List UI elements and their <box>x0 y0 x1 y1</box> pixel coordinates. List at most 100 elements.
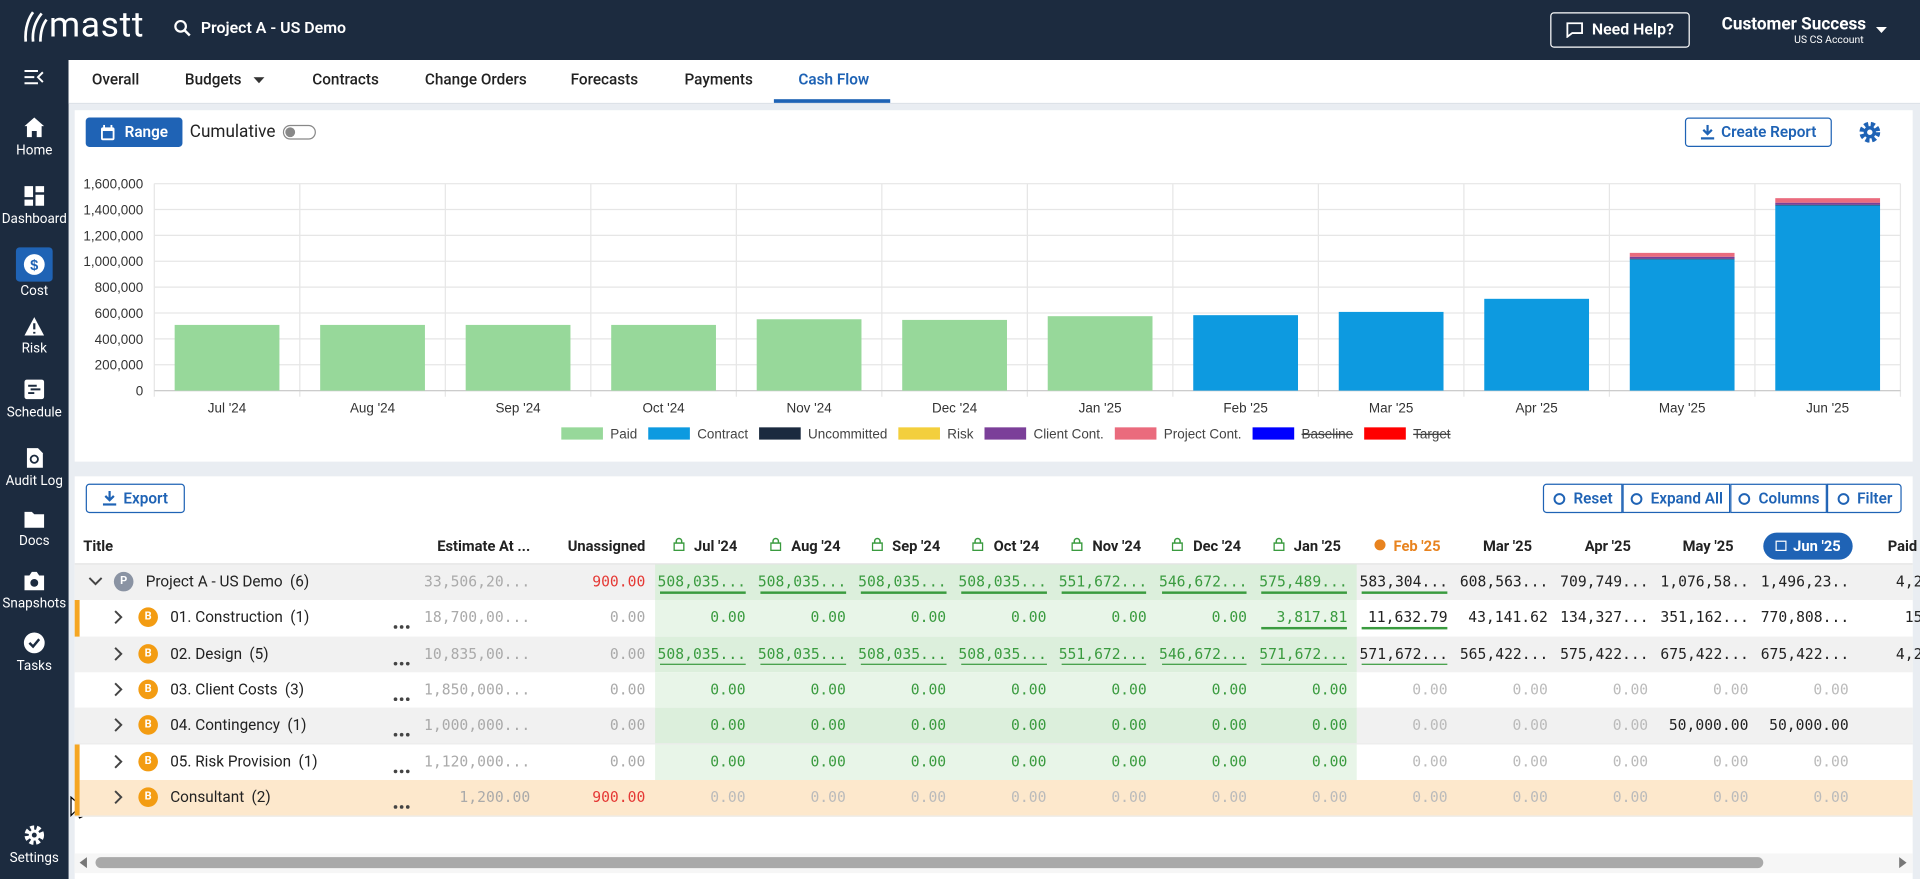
scroll-right[interactable] <box>1898 857 1908 869</box>
expand-toggle[interactable] <box>111 610 126 625</box>
create-report-button[interactable]: Create Report <box>1684 117 1832 147</box>
user-caret[interactable] <box>1875 26 1887 34</box>
nav-risk[interactable]: Risk <box>0 316 69 356</box>
tab[interactable]: Change Orders <box>424 71 527 90</box>
row-menu[interactable] <box>393 760 410 773</box>
top-bar <box>0 0 1920 61</box>
row-title[interactable]: 05. Risk Provision (1) <box>170 744 317 780</box>
cell: 0.00 <box>1412 716 1448 734</box>
expand-toggle[interactable] <box>111 718 126 733</box>
scroll-thumb[interactable] <box>95 857 1764 869</box>
expand-toggle[interactable] <box>111 682 126 697</box>
x-tick-label: Feb '25 <box>1223 401 1267 416</box>
cell: 0.00 <box>1512 752 1548 770</box>
cash-flow-chart: 0 200,000 400,000 600,000 800,000 1,000,000 1,… <box>83 177 1902 441</box>
user-name[interactable]: Customer Success <box>1721 14 1867 35</box>
tab[interactable]: Cash Flow <box>798 71 870 90</box>
nav-docs[interactable]: Docs <box>0 509 69 549</box>
cell-underline <box>860 663 947 666</box>
cumulative-toggle[interactable] <box>282 124 316 140</box>
cell: 0.00 <box>1211 608 1248 627</box>
nav-schedule[interactable]: Schedule <box>0 378 69 420</box>
cell: 0.00 <box>1512 788 1548 806</box>
row-menu[interactable] <box>393 796 410 809</box>
row-menu[interactable] <box>393 616 410 630</box>
action-button[interactable]: Columns <box>1730 483 1827 514</box>
row-title[interactable]: Project A - US Demo (6) <box>146 564 309 600</box>
collapse-icon[interactable] <box>24 70 44 86</box>
action-button[interactable]: Reset <box>1542 483 1623 514</box>
cell: 575,489.... <box>1259 573 1348 591</box>
legend-label: Target <box>1413 426 1451 441</box>
cell-underline <box>1362 591 1448 594</box>
nav-audit-log[interactable]: Audit Log <box>0 447 69 489</box>
row-title[interactable]: 04. Contingency (1) <box>170 708 306 744</box>
cell: 0.00 <box>1011 788 1047 806</box>
cell: 770,808.... <box>1760 608 1849 627</box>
nav-tasks[interactable]: Tasks <box>0 632 69 673</box>
column-header: Paid T <box>1859 529 1920 563</box>
cell: 0.00 <box>1111 788 1147 806</box>
range-label: Range <box>124 123 169 142</box>
x-tick-label: Oct '24 <box>642 401 685 416</box>
user-account: US CS Account <box>1794 34 1864 47</box>
column-label: Aug '24 <box>791 537 841 555</box>
action-button[interactable]: Filter <box>1826 483 1902 514</box>
cell-underline <box>660 663 746 666</box>
row-menu[interactable] <box>393 724 410 737</box>
settings-gear[interactable] <box>1859 121 1881 143</box>
x-tick-label: Aug '24 <box>350 401 396 416</box>
tab[interactable]: Overall <box>91 71 140 90</box>
cumulative-label: Cumulative <box>189 122 276 143</box>
cell: 0.00 <box>1211 716 1248 734</box>
y-tick-label: 0 <box>136 384 143 399</box>
row-title[interactable]: 03. Client Costs (3) <box>170 672 304 708</box>
legend-label: Uncommitted <box>808 426 887 441</box>
expand-toggle[interactable] <box>111 646 126 661</box>
cell: 0.00 <box>710 752 746 770</box>
y-tick-label: 400,000 <box>95 332 144 347</box>
cell: 508,035.... <box>858 573 947 591</box>
cell: 0.00 <box>810 680 846 698</box>
nav-cost[interactable]: $ Cost <box>0 253 69 299</box>
help-label: Need Help? <box>1591 20 1674 40</box>
expand-toggle[interactable] <box>111 754 126 769</box>
row-count: (6) <box>290 573 310 592</box>
expand-toggle[interactable] <box>111 790 126 805</box>
cell: 551,672.... <box>1058 644 1147 662</box>
nav-dashboard[interactable]: Dashboard <box>0 185 69 227</box>
legend-swatch <box>1114 427 1157 440</box>
cell: 0.00 <box>1311 752 1348 770</box>
tab[interactable]: Forecasts <box>570 71 639 90</box>
nav-snapshots[interactable]: Snapshots <box>0 571 69 611</box>
tab[interactable]: Contracts <box>312 71 379 90</box>
row-menu[interactable] <box>393 652 410 666</box>
row-title[interactable]: 02. Design (5) <box>170 636 268 672</box>
project-name[interactable]: Project A - US Demo <box>200 19 347 38</box>
search-icon[interactable] <box>174 19 191 37</box>
scroll-left[interactable] <box>78 857 88 869</box>
cell: 1,496,23... <box>1760 573 1849 591</box>
selected-month[interactable]: Jun '25 <box>1763 532 1853 560</box>
help-button[interactable]: Need Help? <box>1550 12 1690 48</box>
action-icon <box>1738 492 1751 505</box>
nav-settings[interactable]: Settings <box>0 824 69 866</box>
action-icon <box>1553 492 1566 505</box>
nav-home[interactable]: Home <box>0 116 69 158</box>
action-button[interactable]: Expand All <box>1622 483 1731 514</box>
cell: 508,035.... <box>657 573 746 591</box>
cell: 0.00 <box>1111 752 1147 770</box>
bar-segment <box>611 324 716 391</box>
tab[interactable]: Budgets <box>185 71 265 89</box>
row-title[interactable]: Consultant (2) <box>170 780 271 816</box>
cell-underline <box>760 663 846 666</box>
export-button[interactable]: Export <box>85 483 185 514</box>
range-button[interactable]: Range <box>85 117 183 147</box>
expand-toggle[interactable] <box>88 574 103 589</box>
row-title[interactable]: 01. Construction (1) <box>170 600 309 636</box>
bar-segment <box>1047 316 1153 391</box>
cell: 0.00 <box>1311 716 1348 734</box>
column-label: Mar '25 <box>1483 537 1533 555</box>
tab[interactable]: Payments <box>684 71 753 90</box>
row-menu[interactable] <box>393 688 410 701</box>
